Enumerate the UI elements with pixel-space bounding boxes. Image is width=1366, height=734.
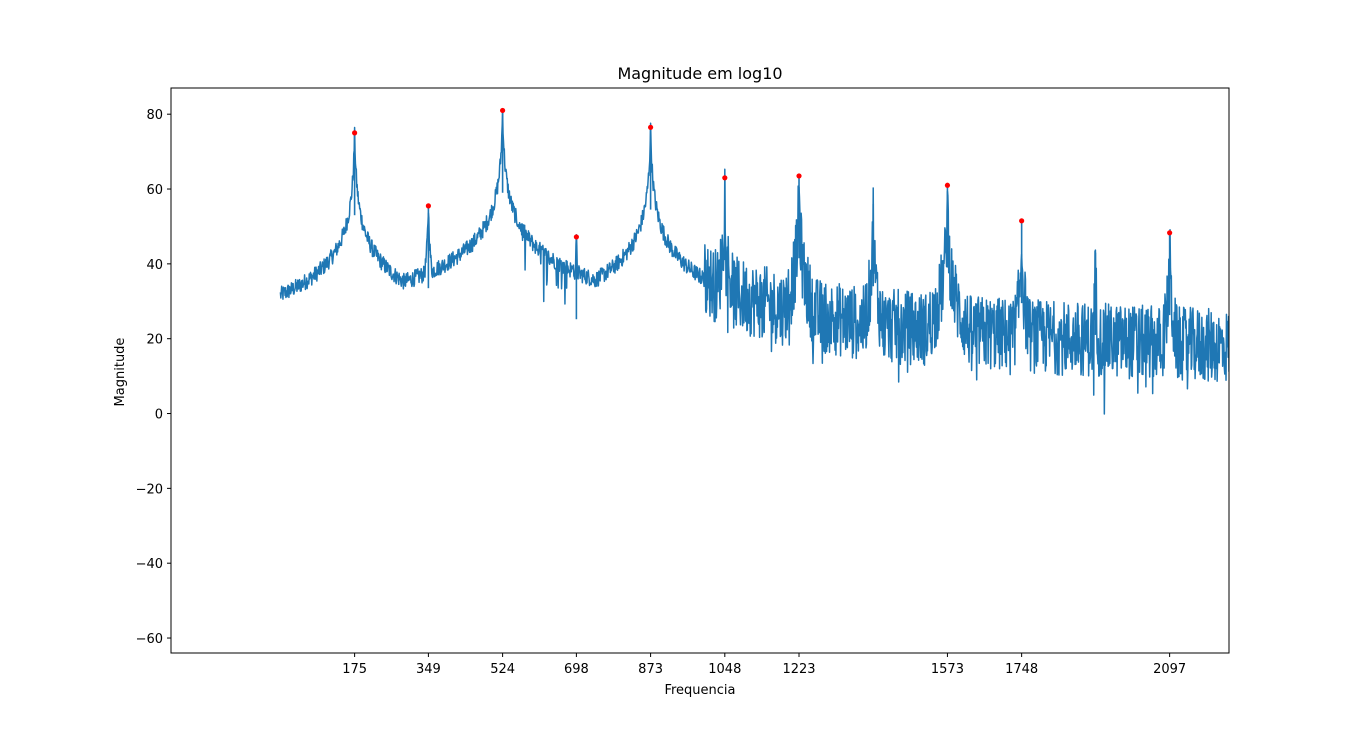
x-tick-label: 1048 [708, 662, 741, 677]
peak-marker [1167, 230, 1173, 236]
x-tick-label: 175 [342, 662, 367, 677]
y-axis-label: Magnitude [113, 338, 128, 407]
y-tick-label: −20 [136, 482, 163, 497]
peak-marker [944, 182, 951, 188]
y-axis-ticks: −60 −40 −20 0 20 40 60 80 [136, 108, 171, 647]
peak-marker [796, 173, 802, 179]
chart-title: Magnitude em log10 [617, 64, 782, 83]
magnitude-series-line [279, 111, 1229, 415]
series-layer [279, 110, 1229, 415]
x-tick-label: 524 [490, 662, 515, 677]
x-tick-label: 349 [416, 662, 441, 677]
x-tick-label: 1573 [931, 662, 964, 677]
peak-marker [352, 130, 358, 136]
y-tick-label: 60 [146, 183, 163, 198]
y-tick-label: 80 [146, 108, 163, 123]
x-tick-label: 1223 [782, 662, 815, 677]
peak-markers [352, 107, 1173, 240]
x-tick-label: 2097 [1153, 662, 1186, 677]
peak-marker [500, 107, 506, 114]
peak-marker [1019, 218, 1025, 224]
x-tick-label: 1748 [1005, 662, 1038, 677]
peak-marker [647, 124, 654, 130]
peak-marker [573, 234, 579, 240]
y-tick-label: 40 [146, 258, 163, 273]
y-tick-label: −60 [136, 632, 163, 647]
peak-marker [722, 175, 728, 181]
x-axis-label: Frequencia [664, 683, 735, 698]
x-tick-label: 873 [638, 662, 663, 677]
x-axis-ticks: 175 349 524 698 873 1048 1223 1573 1748 2097 [342, 653, 1186, 677]
x-tick-label: 698 [564, 662, 589, 677]
y-tick-label: 20 [146, 333, 163, 348]
plot-frame [170, 87, 1230, 654]
y-tick-label: −40 [136, 557, 163, 572]
y-tick-label: 0 [155, 408, 163, 423]
peak-marker [425, 203, 431, 209]
